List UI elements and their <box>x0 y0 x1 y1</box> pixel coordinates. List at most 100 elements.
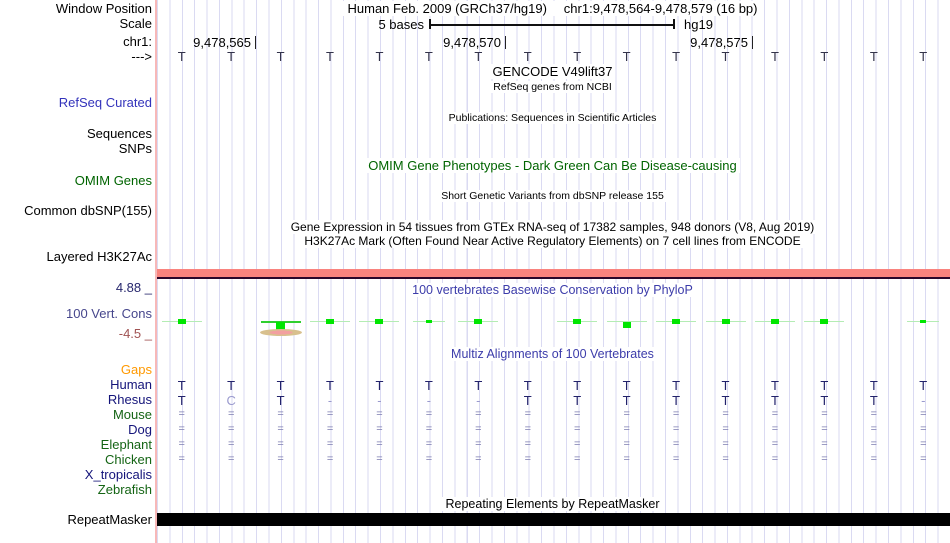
alignment-cell: = <box>277 453 284 465</box>
alignment-cell: T <box>622 378 631 393</box>
alignment-cell: - <box>921 393 926 408</box>
conservation-score-mark <box>326 319 335 324</box>
alignment-cell: = <box>722 423 729 435</box>
track-label-100-vert-cons[interactable]: 100 Vert. Cons <box>66 306 152 321</box>
track-label-layered-h3k27ac[interactable]: Layered H3K27Ac <box>46 249 152 264</box>
ruler-tick-mark <box>505 36 506 49</box>
window-position-value: Human Feb. 2009 (GRCh37/hg19) chr1:9,478… <box>157 1 948 16</box>
alignment-cell: = <box>771 408 779 420</box>
h3k27ac-signal-bar[interactable] <box>157 269 950 279</box>
conservation-score-mark <box>820 319 829 324</box>
alignment-cell: T <box>523 393 532 408</box>
alignment-cell: = <box>475 408 482 420</box>
scale-bar-size: 5 bases <box>378 17 424 32</box>
alignment-cell: T <box>869 393 878 408</box>
conservation-score-mark <box>177 319 186 324</box>
alignment-cell: = <box>574 408 581 420</box>
alignment-cell: = <box>574 423 581 435</box>
species-label-mouse[interactable]: Mouse <box>112 407 152 422</box>
alignment-cell: = <box>821 438 828 450</box>
track-label-snps[interactable]: SNPs <box>118 141 152 156</box>
alignment-cell: T <box>622 393 631 408</box>
track-label-common-dbsnp[interactable]: Common dbSNP(155) <box>24 203 152 218</box>
conservation-baseline-segment <box>606 321 647 322</box>
sequence-base: T <box>869 49 878 64</box>
alignment-cell: = <box>920 453 927 465</box>
sequence-base: T <box>227 49 236 64</box>
alignment-cell: = <box>425 423 433 435</box>
conservation-min-value: -4.5 _ <box>118 326 152 341</box>
alignment-cell: = <box>623 453 630 465</box>
alignment-cell: = <box>326 453 334 465</box>
repeatmasker-element-bar[interactable] <box>157 513 950 526</box>
alignment-cell: T <box>820 378 829 393</box>
track-h3k27ac: H3K27Ac Mark (Often Found Near Active Re… <box>157 234 948 248</box>
alignment-cell: T <box>573 393 582 408</box>
alignment-cell: = <box>227 423 235 435</box>
ruler-tick-label: 9,478,575 <box>690 35 748 50</box>
track-label-refseq-curated[interactable]: RefSeq Curated <box>58 95 152 110</box>
alignment-cell: = <box>524 453 531 465</box>
species-label-x_tropicalis[interactable]: X_tropicalis <box>84 467 152 482</box>
conservation-score-mark <box>276 322 286 333</box>
sequence-base: T <box>622 49 631 64</box>
track-dbsnp: Short Genetic Variants from dbSNP releas… <box>157 190 948 203</box>
alignment-cell: = <box>870 453 878 465</box>
conservation-score-mark <box>375 319 384 324</box>
alignment-cell: = <box>277 438 284 450</box>
conservation-score-mark <box>474 319 483 324</box>
window-coordinates: chr1:9,478,564-9,478,579 (16 bp) <box>560 1 761 16</box>
species-label-elephant[interactable]: Elephant <box>100 437 152 452</box>
alignment-cell: T <box>276 393 285 408</box>
chromosome-label: chr1: <box>123 34 152 49</box>
species-label-human[interactable]: Human <box>110 377 152 392</box>
track-label-repeatmasker[interactable]: RepeatMasker <box>67 512 152 527</box>
species-label-chicken[interactable]: Chicken <box>105 452 152 467</box>
alignment-cell: T <box>177 393 186 408</box>
alignment-cell: - <box>426 393 432 408</box>
alignment-cell: = <box>277 408 284 420</box>
alignment-cell: T <box>573 378 582 393</box>
alignment-cell: = <box>672 438 680 450</box>
track-repeatmasker: Repeating Elements by RepeatMasker <box>157 497 948 511</box>
alignment-cell: = <box>178 438 185 450</box>
alignment-cell: = <box>771 453 779 465</box>
alignment-cell: = <box>475 453 482 465</box>
conservation-score-mark <box>425 320 432 323</box>
track-conservation: 100 vertebrates Basewise Conservation by… <box>157 283 948 297</box>
alignment-cell: = <box>771 423 779 435</box>
ruler-tick-label: 9,478,565 <box>193 35 251 50</box>
alignment-cell: = <box>821 408 828 420</box>
alignment-cell: T <box>424 378 433 393</box>
alignment-cell: = <box>920 438 927 450</box>
alignment-cell: = <box>623 438 630 450</box>
sequence-base: T <box>276 49 285 64</box>
track-label-omim-genes[interactable]: OMIM Genes <box>74 173 152 188</box>
scale-assembly: hg19 <box>684 17 713 32</box>
alignment-cell: T <box>770 393 779 408</box>
alignment-cell: = <box>672 453 680 465</box>
alignment-cell: = <box>524 408 531 420</box>
scale-bar <box>430 24 674 26</box>
strand-direction-arrow: ---> <box>131 49 152 64</box>
species-label-zebrafish[interactable]: Zebrafish <box>97 482 152 497</box>
alignment-cell: = <box>326 408 334 420</box>
species-label-rhesus[interactable]: Rhesus <box>107 392 152 407</box>
track-label-sequences[interactable]: Sequences <box>86 126 152 141</box>
scale-label: Scale <box>119 16 152 31</box>
sequence-base: T <box>523 49 532 64</box>
alignment-cell: = <box>920 408 927 420</box>
species-label-dog[interactable]: Dog <box>128 422 152 437</box>
alignment-cell: = <box>722 438 729 450</box>
species-label-gaps[interactable]: Gaps <box>120 362 152 377</box>
conservation-score-mark <box>573 319 582 324</box>
sequence-base: T <box>672 49 681 64</box>
sequence-base: T <box>820 49 829 64</box>
alignment-cell: = <box>376 438 383 450</box>
alignment-cell: = <box>227 453 235 465</box>
alignment-cell: - <box>327 393 333 408</box>
ruler-tick-mark <box>752 36 753 49</box>
ruler-tick-label: 9,478,570 <box>443 35 501 50</box>
alignment-cell: = <box>178 408 185 420</box>
alignment-cell: = <box>326 423 334 435</box>
